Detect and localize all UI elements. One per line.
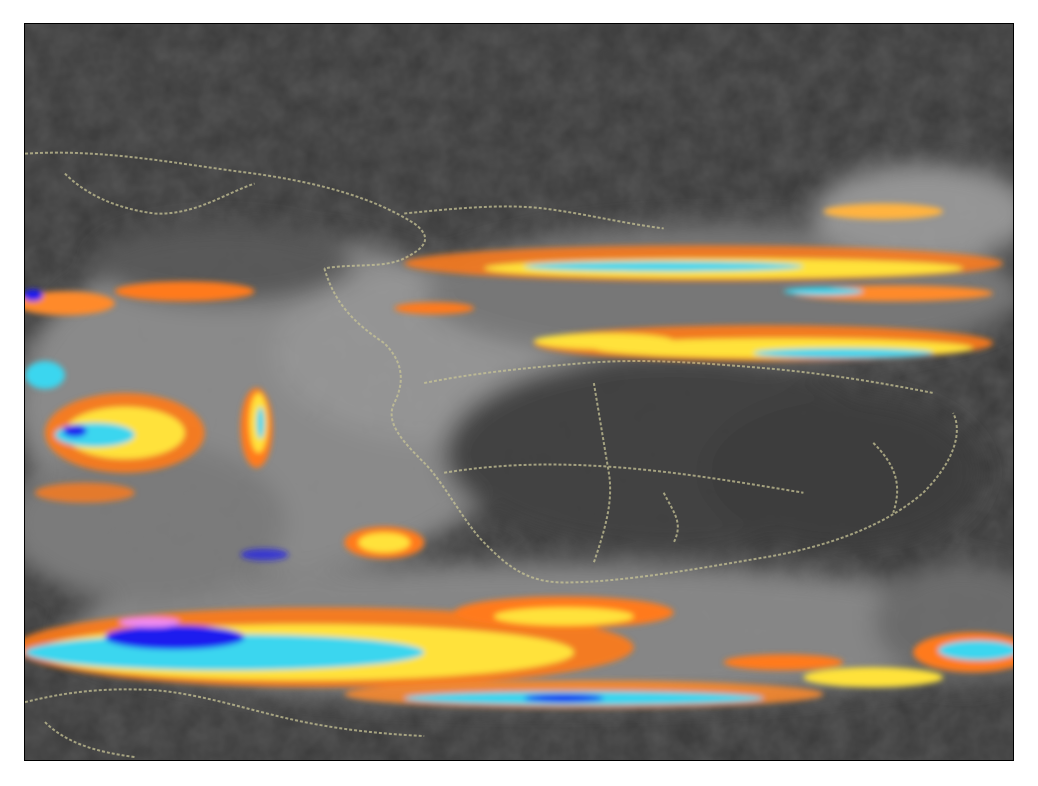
- satellite-image-frame: [24, 23, 1014, 761]
- satellite-image: [25, 24, 1013, 760]
- border-lines: [25, 151, 958, 758]
- cold-cloud-tops: [25, 203, 1013, 709]
